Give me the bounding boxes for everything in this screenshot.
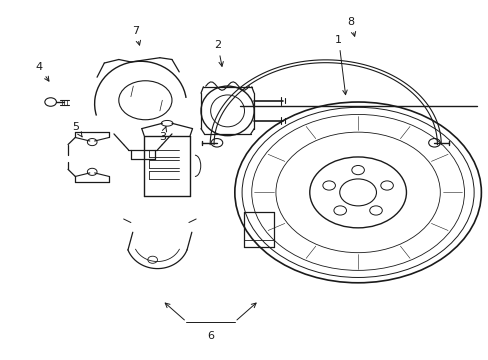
Text: 8: 8 bbox=[346, 17, 355, 36]
Text: 4: 4 bbox=[36, 62, 49, 81]
Text: 2: 2 bbox=[214, 40, 223, 66]
Text: 3: 3 bbox=[159, 127, 166, 143]
Text: 7: 7 bbox=[132, 26, 140, 45]
Text: 1: 1 bbox=[335, 35, 346, 95]
Text: 5: 5 bbox=[72, 122, 82, 137]
Text: 6: 6 bbox=[207, 331, 214, 341]
